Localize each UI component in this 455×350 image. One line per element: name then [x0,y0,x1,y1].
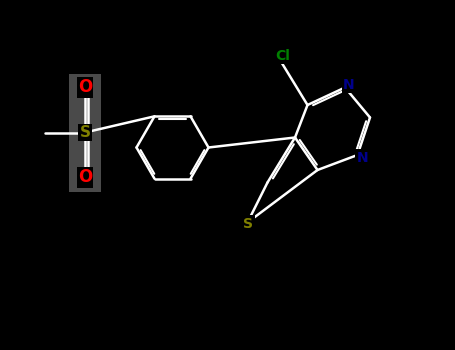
Text: O: O [78,168,92,187]
Text: S: S [243,217,253,231]
Text: N: N [343,78,355,92]
Text: N: N [357,150,368,164]
Text: O: O [78,78,92,97]
Text: Cl: Cl [275,49,290,63]
FancyBboxPatch shape [69,74,101,191]
Text: S: S [80,125,91,140]
